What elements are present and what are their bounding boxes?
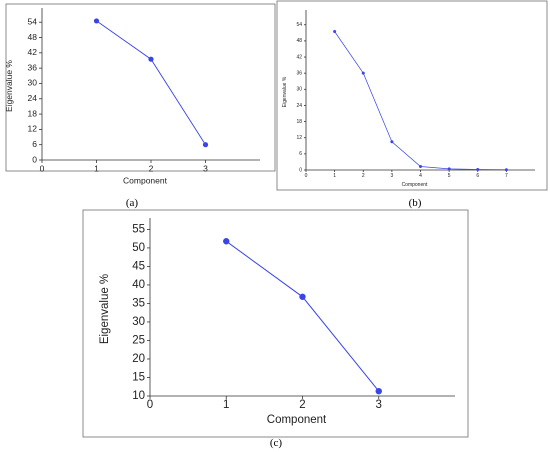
y-tick-label: 6 bbox=[32, 139, 37, 149]
chart-frame bbox=[5, 3, 276, 172]
x-tick-label: 3 bbox=[390, 173, 393, 179]
y-tick-label: 18 bbox=[28, 108, 38, 118]
y-tick-label: 12 bbox=[296, 135, 302, 141]
y-tick-label: 50 bbox=[132, 242, 145, 254]
y-tick-label: 48 bbox=[28, 32, 38, 42]
y-tick-label: 40 bbox=[132, 279, 145, 291]
y-tick-label: 54 bbox=[28, 16, 38, 26]
y-tick-label: 30 bbox=[296, 87, 302, 93]
y-tick-label: 18 bbox=[296, 119, 302, 125]
y-tick-label: 0 bbox=[299, 167, 302, 173]
series-line bbox=[96, 20, 206, 145]
data-point bbox=[390, 140, 394, 144]
x-tick-label: 0 bbox=[40, 163, 45, 173]
data-point bbox=[419, 165, 422, 169]
x-tick-label: 1 bbox=[333, 173, 336, 179]
y-tick-label: 36 bbox=[28, 62, 38, 72]
caption-c: (c) bbox=[270, 437, 283, 449]
data-point bbox=[375, 387, 382, 395]
x-axis-label: Component bbox=[123, 175, 168, 185]
y-tick-label: 30 bbox=[28, 78, 38, 88]
series-line bbox=[226, 240, 380, 392]
caption-a: (a) bbox=[126, 197, 139, 209]
x-axis-label: Component bbox=[402, 182, 428, 188]
x-tick-label: 0 bbox=[147, 399, 153, 411]
x-tick-label: 1 bbox=[223, 399, 229, 411]
y-tick-label: 36 bbox=[296, 71, 302, 77]
y-tick-label: 45 bbox=[132, 260, 145, 272]
y-tick-label: 24 bbox=[296, 103, 302, 109]
y-tick-label: 55 bbox=[132, 223, 145, 235]
x-tick-label: 2 bbox=[362, 173, 365, 179]
data-point bbox=[299, 293, 306, 300]
y-tick-label: 20 bbox=[132, 353, 145, 365]
x-tick-label: 0 bbox=[305, 173, 308, 179]
y-tick-label: 30 bbox=[132, 316, 145, 328]
y-tick-label: 54 bbox=[296, 22, 302, 28]
data-point bbox=[333, 29, 337, 33]
y-axis-label: Eigenvalue % bbox=[99, 274, 111, 344]
x-tick-label: 2 bbox=[299, 399, 305, 411]
y-axis-label: Eigenvalue % bbox=[282, 76, 288, 107]
y-tick-label: 24 bbox=[28, 93, 38, 103]
y-tick-label: 25 bbox=[132, 334, 145, 346]
chart-panel-c: 10 15 20 25 30 35 40 45 50 55 0 1 2 3 Component Eigenva… bbox=[82, 209, 469, 438]
x-tick-label: 3 bbox=[376, 399, 382, 411]
y-tick-label: 0 bbox=[32, 154, 37, 164]
data-point bbox=[223, 238, 230, 245]
series-line bbox=[334, 31, 507, 171]
data-point bbox=[202, 142, 209, 148]
data-point bbox=[504, 168, 508, 172]
y-tick-label: 48 bbox=[296, 38, 302, 44]
y-tick-label: 6 bbox=[299, 151, 302, 157]
y-tick-label: 10 bbox=[132, 390, 145, 402]
data-point bbox=[93, 18, 100, 24]
y-tick-label: 12 bbox=[28, 124, 38, 134]
x-tick-label: 7 bbox=[505, 173, 508, 179]
x-axis-label: Component bbox=[267, 414, 327, 426]
data-point bbox=[148, 56, 154, 62]
x-tick-label: 4 bbox=[419, 173, 422, 179]
chart-frame bbox=[276, 0, 548, 191]
y-tick-label: 42 bbox=[296, 54, 302, 60]
caption-b: (b) bbox=[409, 197, 422, 209]
data-point bbox=[476, 167, 480, 171]
y-tick-label: 42 bbox=[28, 47, 38, 57]
chart-frame bbox=[82, 209, 469, 438]
y-axis-label: Eigenvalue % bbox=[4, 60, 14, 112]
x-tick-label: 5 bbox=[448, 173, 451, 179]
y-tick-label: 35 bbox=[132, 297, 145, 309]
x-tick-label: 3 bbox=[203, 163, 208, 173]
data-point bbox=[447, 167, 451, 171]
y-tick-label: 15 bbox=[132, 372, 145, 384]
x-tick-label: 2 bbox=[149, 163, 154, 173]
data-point bbox=[361, 71, 365, 75]
x-tick-label: 1 bbox=[94, 163, 99, 173]
x-tick-label: 6 bbox=[476, 173, 479, 179]
